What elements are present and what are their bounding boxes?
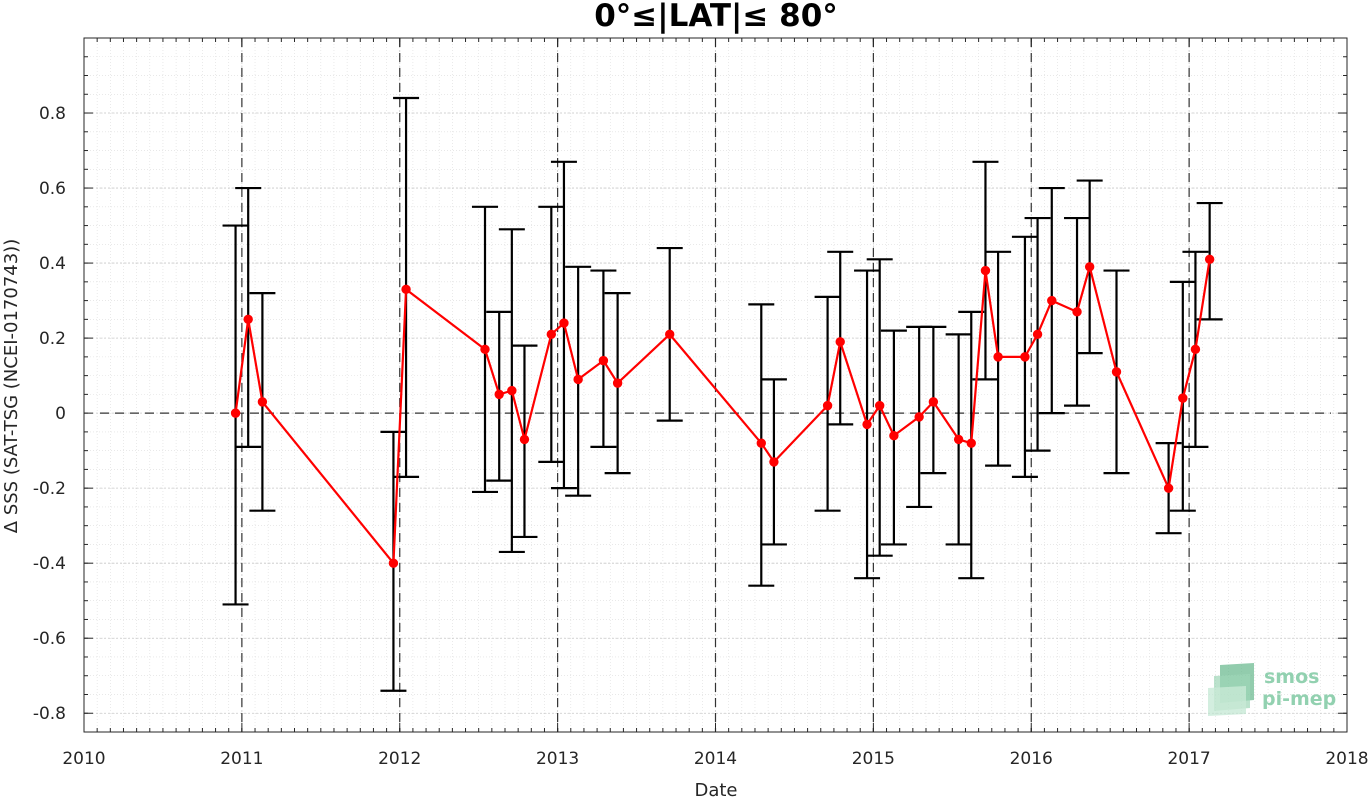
chart-title: 0°≤|LAT|≤ 80°	[594, 0, 838, 34]
data-point	[1190, 344, 1201, 355]
y-tick-label: -0.8	[33, 704, 66, 724]
y-tick-label: -0.4	[33, 554, 66, 574]
series-line	[234, 259, 1211, 565]
data-point	[1032, 329, 1043, 340]
data-point	[862, 419, 872, 430]
data-point	[1178, 393, 1188, 403]
data-point	[243, 314, 253, 325]
data-point	[665, 329, 675, 340]
data-point	[1072, 307, 1082, 317]
data-point	[559, 318, 569, 328]
x-tick-label: 2018	[1325, 749, 1368, 769]
y-tick-label: -0.6	[33, 629, 66, 649]
data-point	[769, 457, 779, 467]
y-tick-label: 0	[55, 404, 66, 424]
x-tick-label: 2011	[220, 749, 263, 769]
data-point	[480, 344, 490, 355]
data-point	[573, 374, 583, 385]
data-point	[612, 378, 623, 388]
data-point	[953, 434, 964, 445]
data-point	[822, 400, 833, 411]
logo-line2: pi-mep	[1262, 688, 1336, 710]
data-point	[257, 397, 268, 407]
data-point	[507, 385, 517, 396]
data-point	[598, 355, 609, 366]
y-tick-label: 0.2	[39, 329, 66, 349]
data-point	[494, 389, 504, 400]
data-point	[874, 400, 885, 411]
logo-wave-icon	[1208, 663, 1254, 716]
data-series	[230, 254, 1215, 568]
data-point	[835, 337, 845, 347]
logo-line1: smos	[1264, 666, 1319, 688]
x-tick-label: 2010	[62, 749, 105, 769]
y-tick-label: -0.2	[33, 479, 66, 499]
data-point	[546, 329, 557, 340]
y-axis-label: Δ SSS (SAT-TSG (NCEI-0170743))	[1, 239, 22, 533]
x-tick-label: 2013	[536, 749, 579, 769]
data-point	[1047, 295, 1057, 306]
x-tick-label: 2017	[1167, 749, 1210, 769]
data-point	[889, 430, 899, 441]
tick-labels: 2010 2011 2012 2013 2014 2015 2016 2017 2018 -0.8…	[33, 104, 1369, 769]
data-point	[1111, 367, 1122, 377]
data-point	[993, 352, 1003, 362]
data-point	[1163, 483, 1174, 493]
x-tick-label: 2014	[694, 749, 737, 769]
data-point	[401, 284, 411, 295]
axis-ticks	[83, 37, 1348, 733]
data-point	[388, 558, 399, 568]
x-axis-label: Date	[694, 780, 737, 799]
x-tick-label: 2012	[378, 749, 421, 769]
y-tick-label: 0.4	[39, 254, 66, 274]
data-point	[756, 438, 766, 448]
data-point	[230, 408, 241, 418]
data-point	[928, 397, 939, 407]
data-point	[519, 434, 530, 445]
smos-pimep-logo: smos pi-mep	[1208, 663, 1336, 716]
data-point	[1084, 262, 1095, 272]
reference-lines	[100, 38, 1331, 732]
data-point	[966, 438, 976, 448]
y-tick-label: 0.6	[39, 179, 66, 199]
data-point	[914, 412, 924, 422]
x-tick-label: 2015	[852, 749, 895, 769]
data-point	[980, 265, 991, 276]
data-point	[1204, 254, 1215, 265]
x-tick-label: 2016	[1010, 749, 1053, 769]
y-tick-label: 0.8	[39, 104, 66, 124]
data-point	[1020, 352, 1030, 362]
